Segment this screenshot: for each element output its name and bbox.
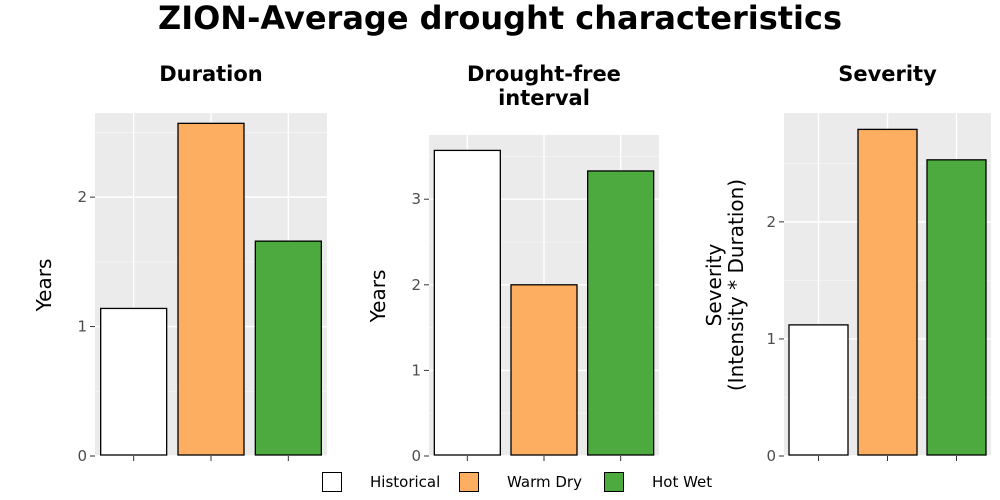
legend-label: Hot Wet xyxy=(652,473,713,491)
legend-label: Historical xyxy=(370,473,441,491)
bar-warm-dry xyxy=(857,128,918,456)
y-axis-label-2: Years xyxy=(366,269,390,322)
y-tick-label: 0 xyxy=(77,447,87,465)
bar-historical xyxy=(788,324,849,456)
bar-hot-wet xyxy=(254,240,322,456)
y-tick-label: 3 xyxy=(411,190,421,208)
legend-key-historical xyxy=(322,472,342,492)
panel-title-3: Severity xyxy=(838,62,937,86)
y-axis-label-1: Years xyxy=(32,258,56,311)
y-axis-label-3: Severity (Intensity * Duration) xyxy=(702,178,748,391)
y-tick-label: 2 xyxy=(77,188,87,206)
y-tick-label: 2 xyxy=(411,276,421,294)
y-tick-label: 1 xyxy=(766,330,776,348)
legend: Historical Warm Dry Hot Wet xyxy=(0,470,1000,496)
y-tick-label: 1 xyxy=(77,318,87,336)
legend-key-hot-wet xyxy=(604,472,624,492)
y-tick-label: 1 xyxy=(411,361,421,379)
panel-title-2: Drought-free interval xyxy=(467,62,621,110)
legend-key-warm-dry xyxy=(459,472,479,492)
y-tick-label: 0 xyxy=(411,447,421,465)
bar-historical xyxy=(100,307,168,456)
y-tick-label: 2 xyxy=(766,213,776,231)
main-title: ZION-Average drought characteristics xyxy=(157,0,843,37)
bar-warm-dry xyxy=(177,122,245,456)
legend-label: Warm Dry xyxy=(507,473,582,491)
bar-hot-wet xyxy=(587,170,655,456)
y-tick-label: 0 xyxy=(766,447,776,465)
bar-hot-wet xyxy=(926,159,987,456)
panel-title-1: Duration xyxy=(159,62,263,86)
bar-historical xyxy=(433,149,501,456)
bar-warm-dry xyxy=(510,284,578,456)
